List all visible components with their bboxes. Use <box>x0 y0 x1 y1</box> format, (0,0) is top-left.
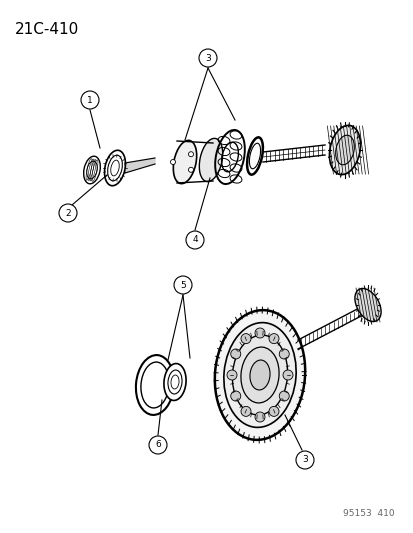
Text: 4: 4 <box>192 236 197 245</box>
Circle shape <box>188 167 193 172</box>
Circle shape <box>295 451 313 469</box>
Circle shape <box>279 391 289 401</box>
Ellipse shape <box>214 310 304 440</box>
Circle shape <box>149 436 166 454</box>
Text: 5: 5 <box>180 280 185 289</box>
Text: 3: 3 <box>204 53 210 62</box>
Circle shape <box>254 412 264 422</box>
Polygon shape <box>125 158 154 173</box>
Ellipse shape <box>173 140 196 184</box>
Ellipse shape <box>171 375 178 389</box>
Circle shape <box>282 370 292 380</box>
Ellipse shape <box>168 370 182 394</box>
Text: 2: 2 <box>65 208 71 217</box>
Circle shape <box>254 328 264 338</box>
Ellipse shape <box>164 364 185 400</box>
Text: 95153  410: 95153 410 <box>342 509 394 518</box>
Text: 3: 3 <box>301 456 307 464</box>
Text: 6: 6 <box>155 440 161 449</box>
Ellipse shape <box>249 360 269 390</box>
Circle shape <box>268 406 278 416</box>
Ellipse shape <box>354 288 380 321</box>
Circle shape <box>230 349 240 359</box>
Text: 1: 1 <box>87 95 93 104</box>
Ellipse shape <box>329 125 360 175</box>
Text: 21C-410: 21C-410 <box>15 22 79 37</box>
Ellipse shape <box>232 335 287 415</box>
Ellipse shape <box>135 355 174 415</box>
Circle shape <box>240 406 250 416</box>
Circle shape <box>81 91 99 109</box>
Ellipse shape <box>140 362 169 408</box>
Circle shape <box>279 349 289 359</box>
Circle shape <box>240 334 250 344</box>
Ellipse shape <box>199 139 222 182</box>
Circle shape <box>173 276 192 294</box>
Circle shape <box>199 49 216 67</box>
Ellipse shape <box>335 135 354 165</box>
Circle shape <box>170 159 175 165</box>
Circle shape <box>185 231 204 249</box>
Ellipse shape <box>240 347 278 403</box>
Circle shape <box>230 391 240 401</box>
Circle shape <box>226 370 236 380</box>
Circle shape <box>188 152 193 157</box>
Circle shape <box>268 334 278 344</box>
Circle shape <box>59 204 77 222</box>
Ellipse shape <box>223 322 295 427</box>
